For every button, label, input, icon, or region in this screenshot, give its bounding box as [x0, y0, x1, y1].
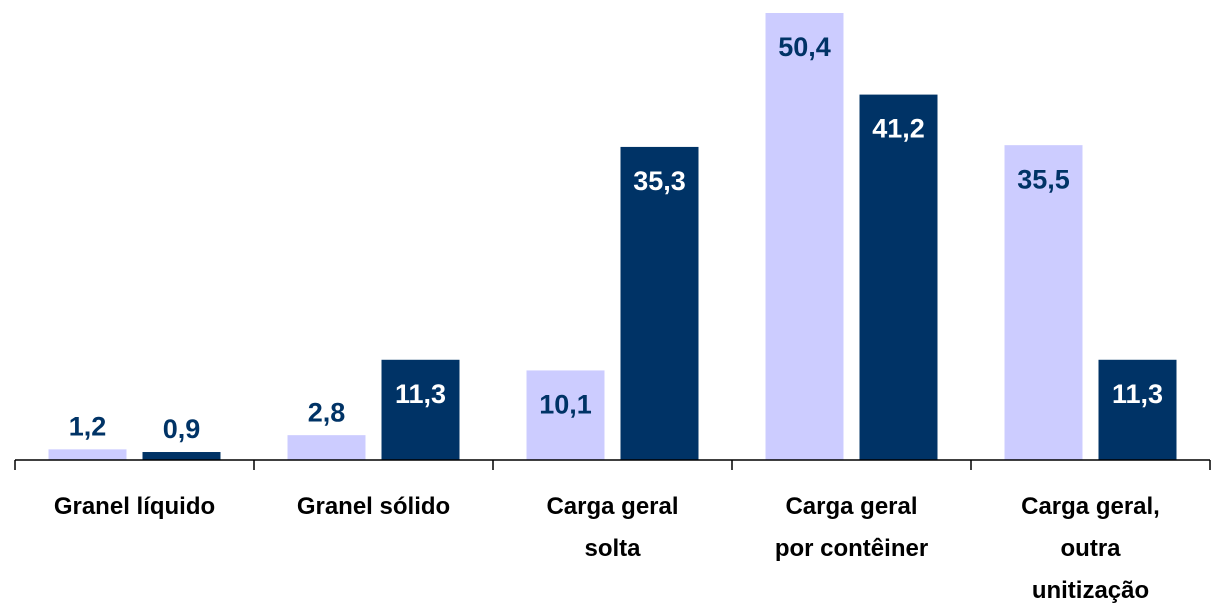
x-tick-label: Carga geral, outra unitização: [1021, 493, 1160, 603]
x-tick-label-line: Carga geral,: [1021, 493, 1160, 520]
x-tick-label-line: outra: [1061, 535, 1122, 562]
x-tick-label-line: solta: [584, 535, 641, 562]
data-label: 10,1: [539, 390, 592, 420]
data-label: 1,2: [69, 411, 107, 441]
x-tick-label-line: unitização: [1032, 577, 1149, 603]
data-label: 35,5: [1017, 164, 1070, 194]
bar: [526, 370, 605, 460]
bar: [620, 146, 699, 461]
bar: [765, 13, 844, 460]
x-tick-label-line: Carga geral: [785, 493, 917, 520]
bar: [48, 449, 127, 460]
x-tick-label-line: Granel sólido: [297, 493, 450, 520]
x-tick-label: Carga geral solta: [546, 493, 678, 562]
bar: [287, 435, 366, 460]
x-tick-label: Carga geral por contêiner: [775, 493, 928, 562]
bar: [859, 94, 938, 460]
data-label: 11,3: [1112, 379, 1163, 409]
x-tick-label: Granel líquido: [54, 493, 215, 520]
data-label: 35,3: [633, 166, 686, 196]
data-label: 11,3: [395, 379, 446, 409]
bar: [1098, 359, 1177, 460]
x-tick-label-line: por contêiner: [775, 535, 928, 562]
x-tick-label: Granel sólido: [297, 493, 450, 520]
bar: [1004, 145, 1083, 460]
data-label: 0,9: [163, 414, 201, 444]
x-tick-label-line: Granel líquido: [54, 493, 215, 520]
data-label: 2,8: [308, 397, 346, 427]
data-label: 50,4: [778, 32, 831, 62]
bar: [142, 452, 221, 460]
data-label: 41,2: [872, 114, 925, 144]
bar: [381, 359, 460, 460]
x-tick-label-line: Carga geral: [546, 493, 678, 520]
